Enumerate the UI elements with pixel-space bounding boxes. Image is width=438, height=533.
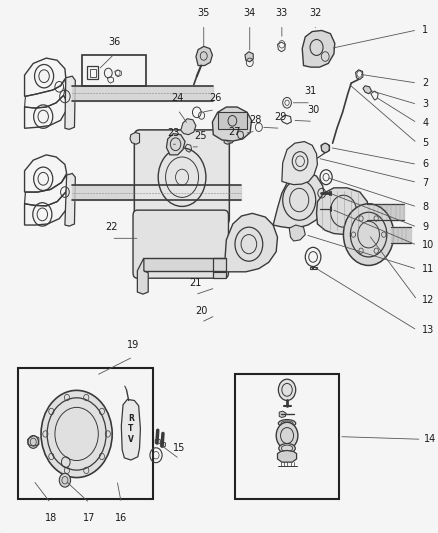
FancyBboxPatch shape: [133, 210, 228, 278]
Text: 21: 21: [188, 278, 201, 288]
Polygon shape: [212, 107, 251, 141]
Text: 31: 31: [304, 86, 316, 96]
Text: 1: 1: [421, 25, 427, 35]
Text: 16: 16: [115, 513, 127, 523]
Text: 32: 32: [308, 8, 321, 18]
Text: 7: 7: [421, 177, 427, 188]
Polygon shape: [301, 30, 334, 67]
Polygon shape: [279, 411, 286, 417]
Bar: [82, 55, 146, 86]
Polygon shape: [65, 76, 75, 130]
Text: R
T
V: R T V: [127, 414, 134, 443]
Text: 36: 36: [108, 37, 120, 47]
Polygon shape: [160, 442, 165, 447]
Text: 12: 12: [421, 295, 434, 305]
FancyBboxPatch shape: [134, 130, 229, 225]
Circle shape: [59, 473, 71, 487]
Polygon shape: [155, 439, 160, 444]
Text: 11: 11: [421, 264, 434, 274]
Polygon shape: [272, 172, 325, 228]
Circle shape: [278, 379, 295, 400]
Polygon shape: [180, 119, 195, 135]
Bar: [89, 69, 96, 77]
Text: 20: 20: [194, 306, 207, 316]
Polygon shape: [244, 52, 253, 62]
Text: 24: 24: [171, 93, 184, 103]
Polygon shape: [224, 213, 277, 272]
Text: 6: 6: [421, 159, 427, 169]
Bar: [18, 368, 152, 499]
Text: 23: 23: [167, 128, 179, 138]
Bar: [234, 374, 338, 499]
Bar: [213, 258, 226, 278]
Text: 13: 13: [421, 325, 434, 335]
Text: 17: 17: [83, 513, 95, 523]
Text: 34: 34: [243, 8, 255, 18]
Text: 33: 33: [275, 8, 287, 18]
Bar: [87, 66, 98, 79]
Text: 28: 28: [249, 115, 261, 125]
Text: 22: 22: [105, 222, 117, 232]
Text: 9: 9: [421, 222, 427, 232]
Polygon shape: [362, 86, 371, 94]
Text: 25: 25: [194, 131, 206, 141]
Circle shape: [41, 390, 112, 478]
Polygon shape: [224, 133, 233, 144]
Ellipse shape: [278, 443, 295, 453]
Polygon shape: [328, 191, 331, 195]
Polygon shape: [320, 143, 329, 153]
Polygon shape: [121, 399, 140, 460]
Polygon shape: [166, 134, 185, 155]
Text: 4: 4: [421, 118, 427, 128]
Text: 19: 19: [127, 341, 139, 351]
Text: 14: 14: [423, 434, 435, 445]
Text: 18: 18: [44, 513, 57, 523]
Polygon shape: [316, 188, 368, 235]
Text: 26: 26: [208, 93, 221, 103]
Text: 5: 5: [421, 138, 427, 148]
Bar: [217, 112, 247, 130]
Circle shape: [28, 435, 39, 448]
Text: 8: 8: [421, 202, 427, 212]
Polygon shape: [289, 225, 304, 241]
Text: 15: 15: [173, 442, 185, 453]
Polygon shape: [195, 46, 212, 66]
Text: 35: 35: [197, 8, 209, 18]
Circle shape: [343, 204, 393, 265]
Polygon shape: [130, 133, 139, 144]
Text: 29: 29: [274, 112, 286, 122]
Text: 2: 2: [421, 78, 427, 88]
Ellipse shape: [278, 419, 295, 427]
Polygon shape: [277, 450, 296, 462]
Text: 30: 30: [306, 105, 318, 115]
Text: 10: 10: [421, 240, 434, 250]
Circle shape: [276, 422, 297, 449]
Polygon shape: [137, 258, 148, 294]
Text: 3: 3: [421, 99, 427, 109]
Text: 27: 27: [227, 127, 240, 137]
Polygon shape: [281, 142, 317, 184]
Polygon shape: [65, 173, 75, 226]
